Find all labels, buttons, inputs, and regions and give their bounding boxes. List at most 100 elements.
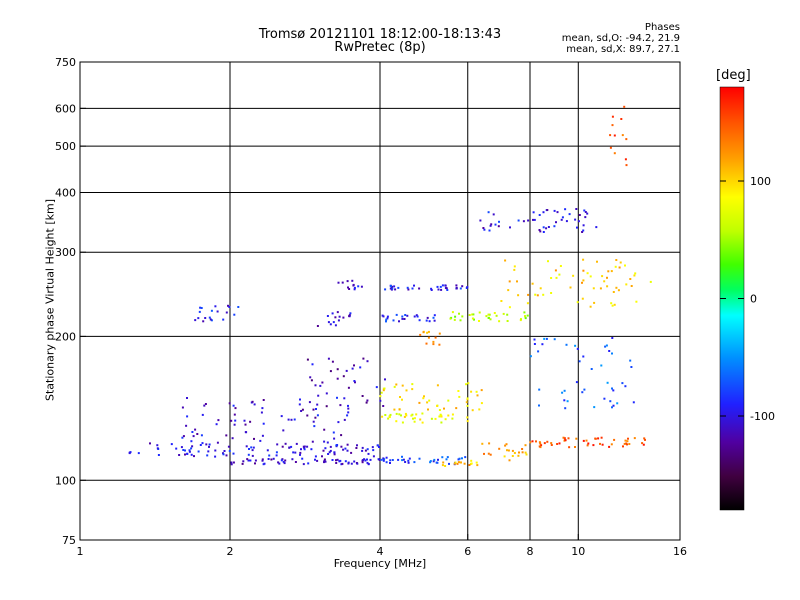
data-point	[290, 418, 293, 421]
data-point	[379, 395, 382, 398]
data-point	[597, 437, 600, 440]
data-point	[459, 287, 462, 290]
data-point	[537, 350, 540, 353]
data-point	[394, 288, 397, 291]
data-point	[233, 313, 236, 316]
data-point	[575, 437, 578, 440]
data-point	[225, 311, 228, 314]
data-point	[342, 375, 345, 378]
data-point	[583, 388, 586, 391]
data-point	[587, 442, 590, 445]
data-point	[343, 397, 346, 400]
data-point	[584, 216, 587, 219]
data-point	[455, 286, 458, 289]
data-point	[490, 223, 493, 226]
data-point	[458, 395, 461, 398]
data-point	[558, 273, 561, 276]
data-point	[432, 340, 435, 343]
data-point	[582, 355, 585, 358]
data-point	[470, 459, 473, 462]
data-point	[545, 337, 548, 340]
data-point	[246, 458, 249, 461]
data-point	[244, 431, 247, 434]
data-point	[413, 315, 416, 318]
data-point	[547, 226, 550, 228]
data-point	[200, 307, 203, 309]
data-point	[214, 455, 217, 458]
data-point	[629, 278, 632, 280]
data-point	[262, 399, 265, 401]
data-point	[583, 209, 586, 212]
data-point	[487, 313, 490, 316]
data-point	[599, 442, 601, 445]
data-point	[439, 285, 442, 288]
data-point	[441, 456, 444, 459]
data-point	[344, 460, 347, 463]
data-point	[411, 388, 414, 391]
data-point	[434, 417, 437, 420]
data-point	[444, 284, 447, 287]
data-point	[283, 462, 286, 465]
data-point	[542, 293, 545, 296]
data-point	[359, 366, 362, 369]
data-point	[498, 220, 500, 223]
data-point	[303, 448, 306, 451]
data-point	[227, 304, 229, 307]
data-point	[613, 134, 616, 137]
data-point	[438, 343, 441, 346]
data-point	[425, 319, 428, 322]
data-point	[408, 457, 411, 460]
data-point	[395, 412, 398, 415]
data-point	[511, 449, 514, 452]
data-point	[556, 443, 559, 445]
data-point	[333, 437, 336, 440]
data-point	[342, 448, 345, 451]
data-point	[517, 219, 520, 222]
data-point	[584, 211, 587, 213]
data-point	[137, 452, 140, 455]
data-point	[468, 464, 471, 466]
data-point	[626, 443, 628, 446]
data-point	[306, 414, 309, 417]
data-point	[612, 389, 615, 392]
data-point	[395, 313, 398, 316]
data-point	[521, 451, 524, 454]
y-tick-label: 500	[55, 140, 76, 153]
y-tick-label: 75	[62, 534, 76, 547]
data-point	[590, 368, 593, 370]
data-point	[399, 396, 401, 398]
data-point	[357, 285, 360, 288]
data-point	[282, 460, 285, 463]
data-point	[616, 402, 619, 405]
data-point	[313, 425, 316, 428]
data-point	[401, 421, 404, 424]
data-point	[432, 343, 435, 346]
data-point	[360, 285, 363, 288]
data-point	[611, 337, 614, 339]
data-point	[449, 317, 452, 320]
data-point	[476, 464, 479, 467]
data-point	[454, 315, 457, 318]
data-point	[436, 384, 439, 387]
data-point	[413, 417, 416, 420]
data-point	[355, 447, 358, 449]
data-point	[576, 301, 579, 304]
data-point	[307, 462, 310, 465]
data-point	[427, 330, 430, 333]
data-point	[479, 219, 482, 222]
data-point	[513, 268, 516, 271]
data-point	[517, 294, 520, 297]
data-point	[302, 463, 305, 466]
data-point	[175, 447, 178, 450]
data-point	[550, 277, 553, 279]
data-point	[194, 428, 197, 431]
data-point	[275, 454, 278, 457]
data-point	[553, 338, 556, 341]
data-point	[157, 454, 160, 456]
data-point	[338, 460, 341, 463]
data-point	[561, 391, 564, 394]
data-point	[222, 453, 225, 456]
data-point	[385, 318, 388, 321]
data-point	[293, 418, 296, 421]
data-point	[622, 445, 624, 448]
